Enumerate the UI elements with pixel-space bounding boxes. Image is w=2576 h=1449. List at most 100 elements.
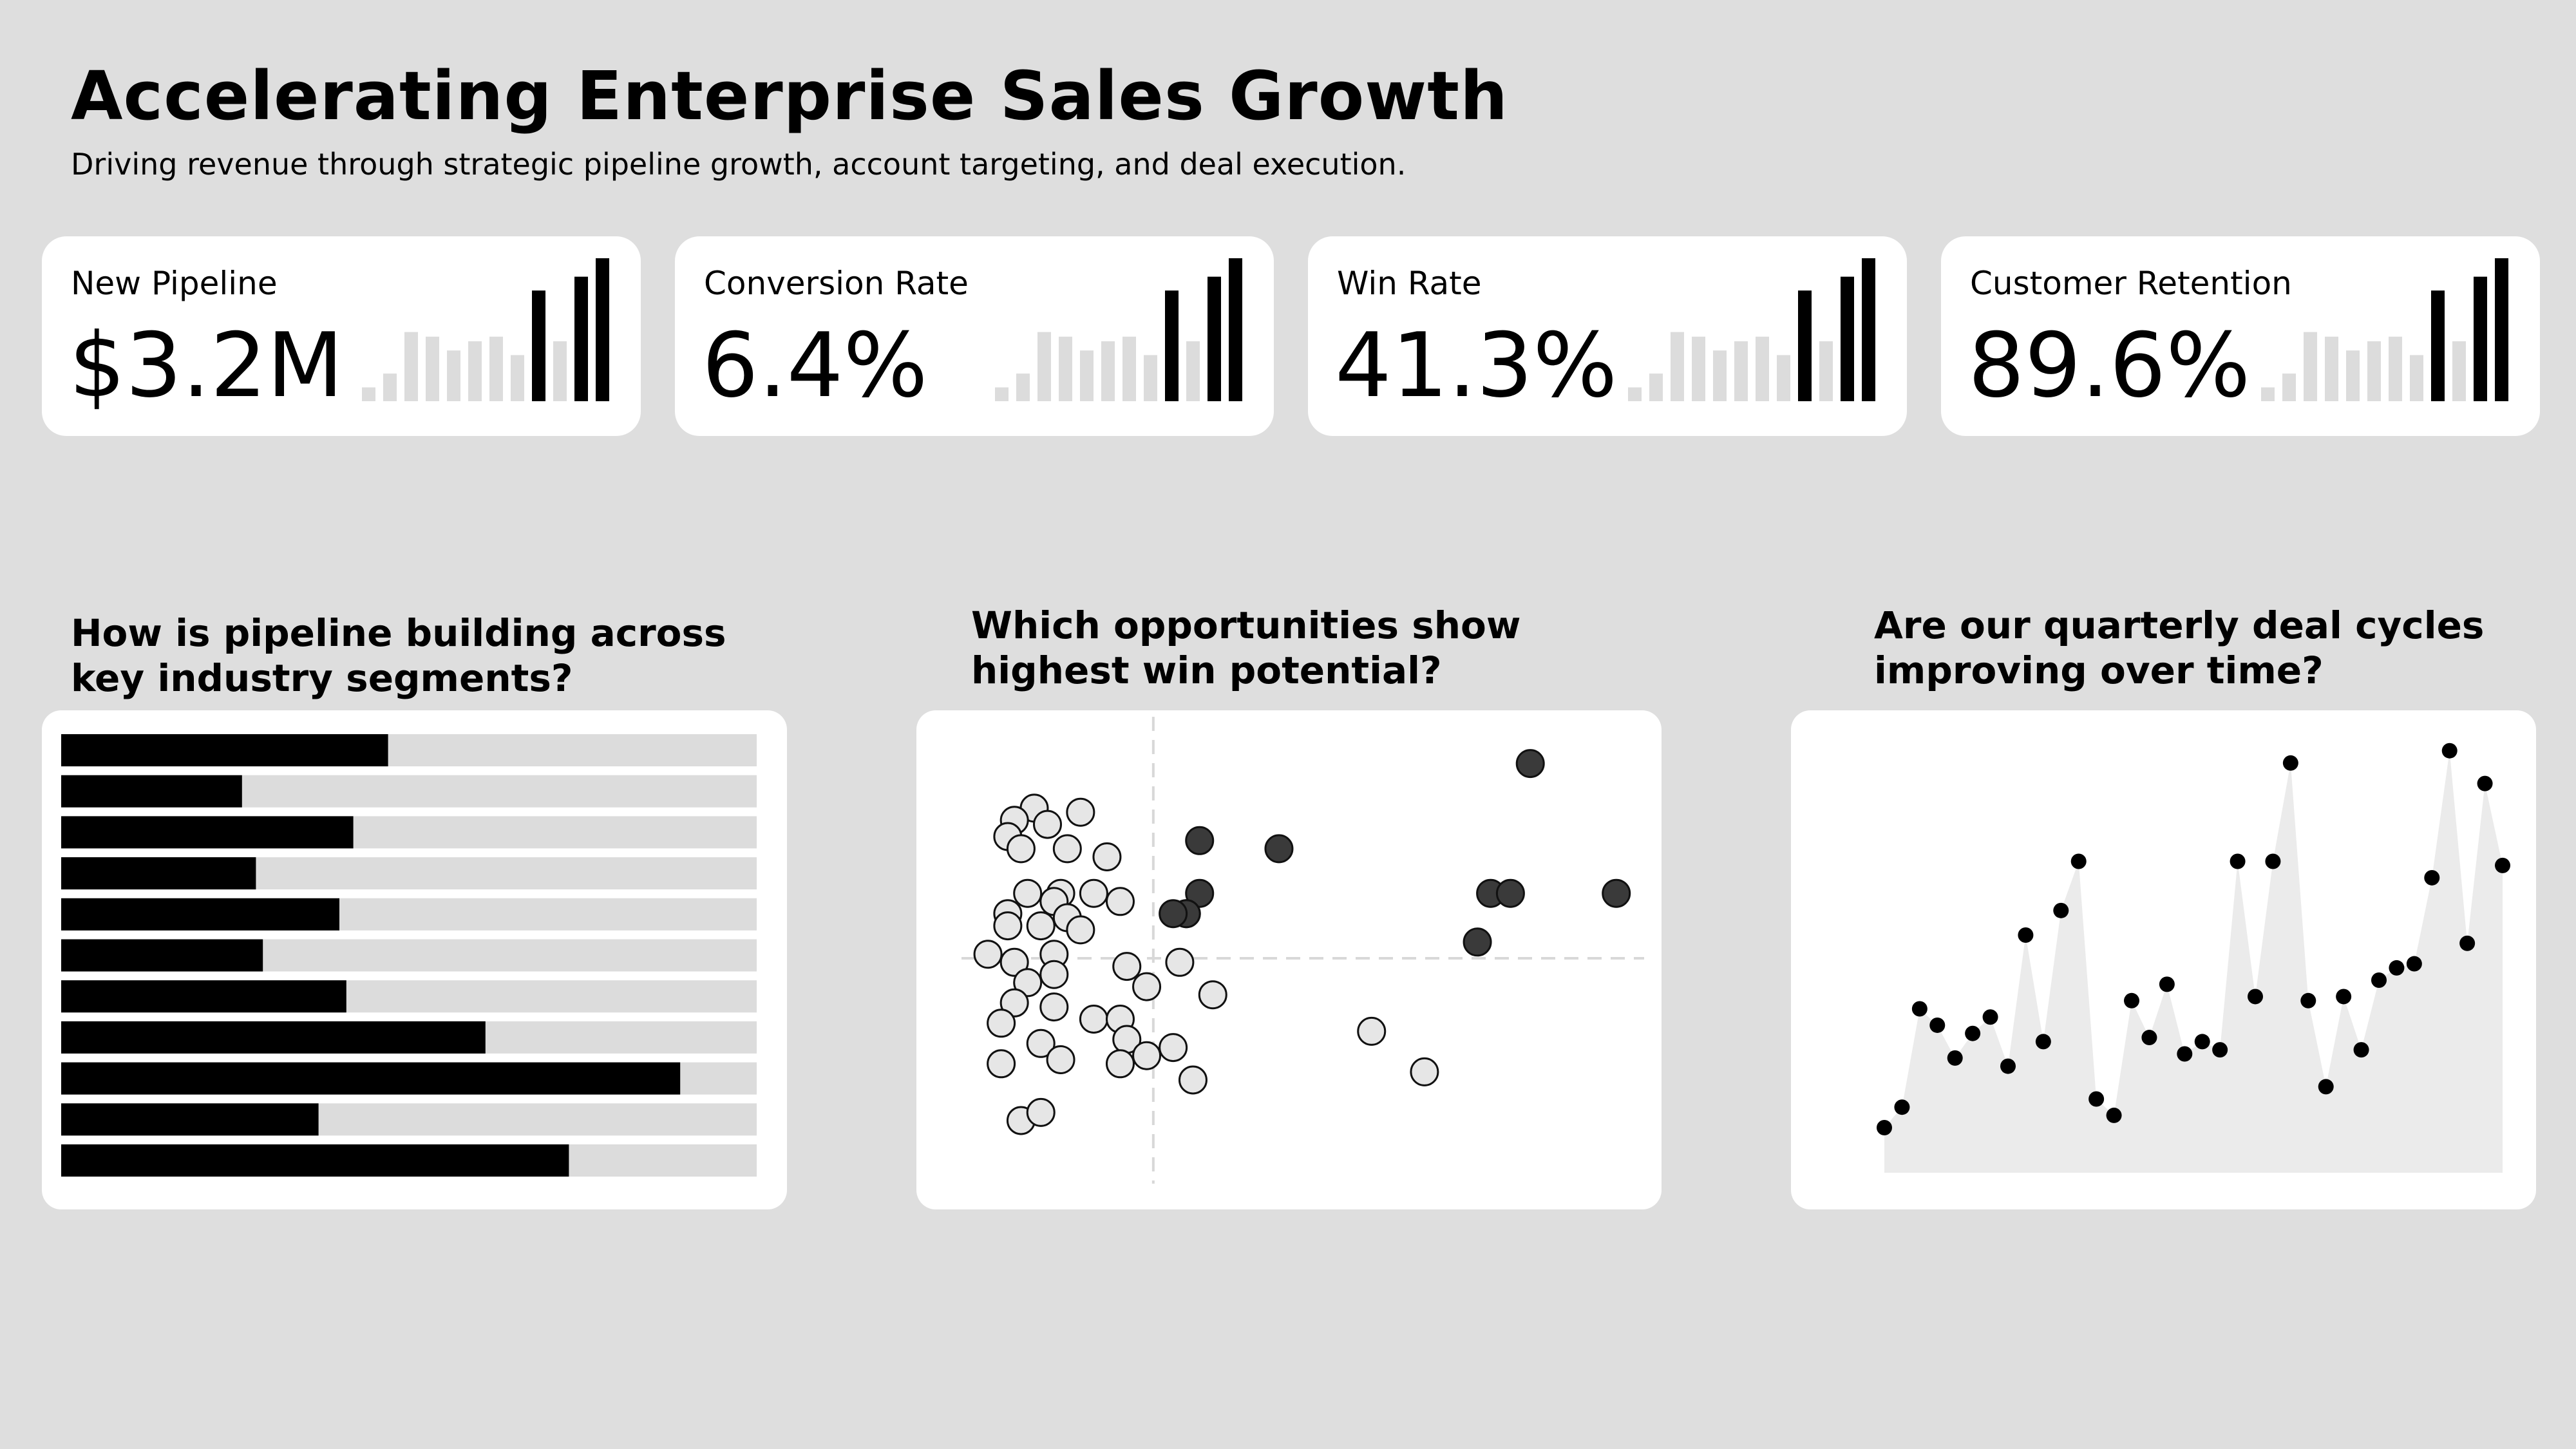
deal-cycle-point xyxy=(2035,1034,2051,1050)
segments-chart-title: How is pipeline building across key indu… xyxy=(71,611,726,700)
kpi-spark-bar xyxy=(1122,336,1136,401)
kpi-spark-bar xyxy=(2452,341,2466,401)
cycles-chart-title: Are our quarterly deal cycles improving … xyxy=(1874,603,2485,692)
deal-cycle-point xyxy=(2389,960,2405,976)
kpi-spark-bar xyxy=(2495,258,2508,401)
deal-cycle-point xyxy=(2124,992,2139,1009)
opportunity-point xyxy=(1198,980,1227,1010)
opportunity-point xyxy=(1159,899,1188,929)
kpi-spark-bar xyxy=(2367,341,2381,401)
opportunity-point xyxy=(1132,1041,1162,1070)
kpi-spark-bar xyxy=(383,374,397,401)
kpi-spark-bar xyxy=(1059,336,1072,401)
kpi-spark-bar xyxy=(2410,355,2423,401)
opportunity-point xyxy=(1079,878,1108,908)
deal-cycle-point xyxy=(1965,1025,1981,1041)
kpi-spark-bar xyxy=(1734,341,1748,401)
opportunity-point xyxy=(1410,1057,1439,1086)
opportunities-chart-panel xyxy=(916,710,1662,1209)
deal-cycle-point xyxy=(1947,1050,1963,1066)
opportunity-point xyxy=(1079,1005,1108,1034)
opportunity-point xyxy=(1165,947,1195,977)
segment-bar xyxy=(61,857,256,890)
opportunities-scatter-chart xyxy=(961,717,1644,1184)
kpi-spark-bar xyxy=(1144,355,1157,401)
opportunity-point xyxy=(1033,810,1063,839)
kpi-spark-bar xyxy=(1080,350,1094,401)
deal-cycle-point xyxy=(2495,857,2510,873)
segment-bar xyxy=(61,980,346,1013)
deal-cycle-point xyxy=(2141,1030,2157,1046)
kpi-spark-bar xyxy=(1101,341,1115,401)
opportunity-point xyxy=(1178,1065,1208,1095)
deal-cycle-point xyxy=(2406,956,2422,972)
kpi-spark-bar xyxy=(1229,258,1242,401)
deal-cycle-point xyxy=(2424,869,2440,886)
kpi-spark-bar xyxy=(1208,276,1221,401)
kpi-spark-bar xyxy=(2431,290,2445,401)
opportunity-point xyxy=(1495,878,1525,908)
opportunity-point xyxy=(987,1009,1016,1038)
opportunity-point xyxy=(999,947,1029,977)
segment-bar xyxy=(61,898,339,931)
kpi-spark-bar xyxy=(2282,374,2296,401)
kpi-spark-bar xyxy=(447,350,460,401)
opportunity-point xyxy=(1039,992,1069,1022)
deal-cycle-point xyxy=(1877,1120,1892,1136)
deal-cycle-point xyxy=(2194,1034,2210,1050)
kpi-card-conversion-rate: Conversion Rate 6.4% xyxy=(675,236,1274,436)
opportunity-point xyxy=(1013,878,1043,908)
deal-cycle-point xyxy=(2336,989,2352,1005)
segment-bar xyxy=(61,939,263,972)
kpi-spark-bar xyxy=(1628,387,1642,401)
deal-cycle-point xyxy=(2248,989,2263,1005)
opportunity-point xyxy=(1602,878,1631,908)
deal-cycle-point xyxy=(2053,902,2069,918)
segment-bar xyxy=(61,1103,319,1136)
deal-cycle-point xyxy=(2018,927,2034,943)
kpi-spark-bar xyxy=(1798,290,1812,401)
kpi-spark-bar xyxy=(2325,336,2338,401)
deal-cycle-point xyxy=(2106,1107,2122,1123)
cycles-chart-panel xyxy=(1791,710,2536,1209)
opportunity-point xyxy=(973,940,1003,969)
deal-cycle-point xyxy=(2212,1042,2228,1058)
kpi-sparkline xyxy=(2261,258,2508,401)
kpi-spark-bar xyxy=(2261,387,2275,401)
deal-cycle-point xyxy=(2300,992,2316,1009)
deal-cycle-point xyxy=(2088,1091,2105,1107)
kpi-spark-bar xyxy=(1756,336,1769,401)
kpi-spark-bar xyxy=(1165,290,1179,401)
kpi-sparkline xyxy=(995,258,1242,401)
opportunity-point xyxy=(1026,911,1056,941)
deal-cycle-point xyxy=(2159,976,2175,992)
kpi-spark-bar xyxy=(1671,332,1684,401)
opportunity-point xyxy=(1185,878,1215,908)
kpi-spark-bar xyxy=(2474,276,2487,401)
kpi-spark-bar xyxy=(468,341,482,401)
kpi-label: New Pipeline xyxy=(71,265,278,302)
kpi-spark-bar xyxy=(404,332,418,401)
deal-cycle-point xyxy=(2477,775,2493,791)
kpi-spark-bar xyxy=(532,290,545,401)
kpi-label: Win Rate xyxy=(1337,265,1482,302)
segment-bar xyxy=(61,816,354,849)
kpi-spark-bar xyxy=(1186,341,1200,401)
deal-cycle-point xyxy=(1894,1099,1910,1115)
opportunity-point xyxy=(1357,1016,1387,1046)
kpi-card-win-rate: Win Rate 41.3% xyxy=(1308,236,1907,436)
kpi-spark-bar xyxy=(1016,374,1030,401)
opportunity-point xyxy=(1264,834,1294,864)
opportunity-point xyxy=(1105,887,1135,916)
kpi-value: 89.6% xyxy=(1968,314,2251,417)
kpi-spark-bar xyxy=(1037,332,1051,401)
deal-cycle-point xyxy=(2265,853,2281,869)
deal-cycle-point xyxy=(1911,1001,1927,1017)
opportunity-point xyxy=(1052,834,1082,864)
kpi-spark-bar xyxy=(1777,355,1790,401)
kpi-sparkline xyxy=(362,258,609,401)
opportunity-point xyxy=(1013,968,1043,998)
deal-cycle-point xyxy=(2318,1079,2334,1095)
opportunity-point xyxy=(1066,915,1095,945)
opportunity-point xyxy=(1026,1097,1056,1127)
